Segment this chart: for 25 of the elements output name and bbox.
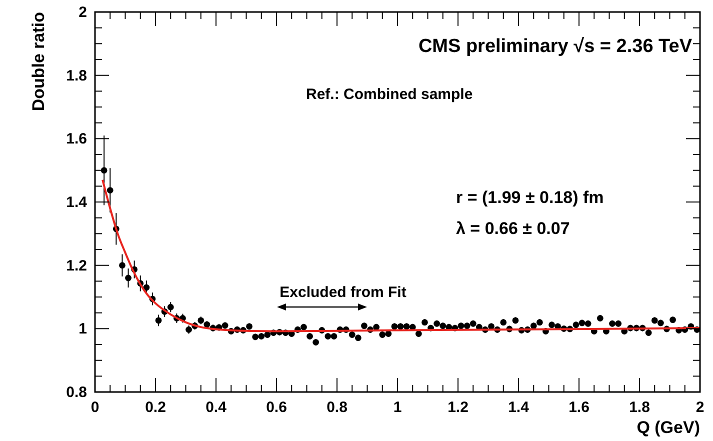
x-tick-label: 0.4 <box>206 399 228 416</box>
annotation: Ref.: Combined sample <box>306 86 473 103</box>
y-tick-label: 0.8 <box>66 384 87 401</box>
y-tick-label: 1.6 <box>66 130 87 148</box>
x-tick-label: 0.8 <box>326 399 348 416</box>
annotation: λ = 0.66 ± 0.07 <box>456 219 570 238</box>
y-tick-label: 1 <box>78 320 87 338</box>
x-tick-label: 0.6 <box>266 399 287 416</box>
x-axis-title: Q (GeV) <box>636 418 700 437</box>
y-tick-label: 1.8 <box>66 67 87 84</box>
x-tick-label: 1 <box>393 399 402 416</box>
y-tick-label: 1.2 <box>66 257 87 274</box>
x-tick-label: 1.6 <box>568 399 590 416</box>
x-tick-label: 1.8 <box>629 399 650 416</box>
y-axis-title: Double ratio <box>29 12 48 112</box>
x-tick-label: 0.2 <box>145 399 166 416</box>
annotation: CMS preliminary √s = 2.36 TeV <box>418 36 692 57</box>
x-tick-label: 1.2 <box>448 399 468 416</box>
y-tick-label: 2 <box>78 4 87 21</box>
x-tick-label: 0 <box>90 399 100 416</box>
annotation: Excluded from Fit <box>280 284 406 301</box>
y-tick-label: 1.4 <box>66 194 88 211</box>
x-tick-label: 2 <box>696 399 704 416</box>
annotation: r = (1.99 ± 0.18) fm <box>456 188 604 207</box>
x-tick-label: 1.4 <box>508 399 530 416</box>
